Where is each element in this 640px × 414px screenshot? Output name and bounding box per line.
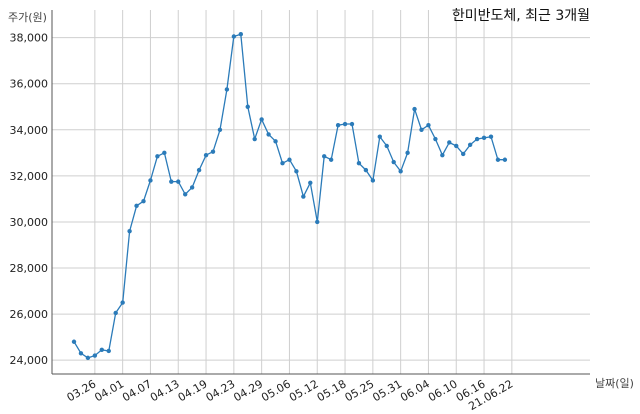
y-axis-label: 주가(원) xyxy=(8,11,47,24)
data-point xyxy=(433,136,438,142)
data-point xyxy=(78,351,84,356)
data-point xyxy=(328,157,334,162)
x-tick-label: 03.26 xyxy=(65,377,99,404)
data-point xyxy=(488,134,494,139)
data-point xyxy=(384,143,389,149)
x-tick-label: 05.18 xyxy=(315,377,349,404)
y-tick-label: 36,000 xyxy=(10,78,49,91)
data-point xyxy=(342,121,348,127)
y-tick-label: 28,000 xyxy=(10,262,49,275)
x-tick-label: 04.29 xyxy=(231,377,265,404)
axes xyxy=(51,10,590,375)
data-point xyxy=(412,106,417,112)
data-point xyxy=(391,159,396,165)
data-point xyxy=(322,154,327,159)
x-tick-label: 04.23 xyxy=(204,377,238,404)
data-point xyxy=(224,87,230,92)
y-tick-labels: 24,000 26,000 28,000 30,000 32,000 34,000 36,0… xyxy=(10,32,49,368)
data-point xyxy=(335,122,341,128)
data-point xyxy=(106,348,111,354)
data-point xyxy=(440,152,445,158)
data-point xyxy=(231,34,237,39)
grid xyxy=(52,10,590,374)
data-point xyxy=(266,132,271,137)
data-point xyxy=(252,136,257,142)
data-point xyxy=(287,157,292,162)
data-point xyxy=(134,203,139,209)
data-point xyxy=(308,180,313,185)
data-point xyxy=(447,140,452,145)
data-point xyxy=(85,355,91,361)
data-point xyxy=(419,127,424,132)
x-tick-label: 05.06 xyxy=(259,377,293,404)
data-point xyxy=(176,179,181,184)
y-tick-label: 30,000 xyxy=(10,216,49,229)
x-tick-label: 04.01 xyxy=(92,377,126,404)
data-point xyxy=(155,154,160,159)
data-point xyxy=(210,149,216,154)
data-point xyxy=(217,127,223,132)
data-point xyxy=(196,167,202,173)
data-point xyxy=(280,161,285,166)
data-point xyxy=(294,169,299,174)
y-tick-label: 24,000 xyxy=(10,354,49,367)
data-point xyxy=(127,228,132,234)
x-tick-labels: 03.2604.0104.0704.1304.1904.2304.2905.06… xyxy=(65,377,516,413)
data-point xyxy=(370,178,376,183)
data-point xyxy=(461,151,466,157)
chart-title: 한미반도체, 최근 3개월 xyxy=(452,8,590,24)
data-point xyxy=(189,185,195,190)
data-point xyxy=(377,134,382,139)
x-tick-label: 06.10 xyxy=(426,377,460,404)
data-point xyxy=(245,104,250,109)
data-point xyxy=(315,219,320,225)
x-tick-label: 04.07 xyxy=(120,377,154,404)
data-point xyxy=(169,179,174,184)
data-point xyxy=(148,178,153,183)
y-tick-label: 26,000 xyxy=(10,308,49,321)
data-point xyxy=(454,143,459,149)
x-tick-label: 05.25 xyxy=(343,377,377,404)
data-point xyxy=(273,139,278,144)
data-point xyxy=(502,157,508,162)
data-point xyxy=(481,135,487,141)
x-tick-label: 04.19 xyxy=(176,377,210,404)
data-point xyxy=(398,169,403,174)
x-tick-label: 05.31 xyxy=(370,377,404,404)
data-point xyxy=(405,150,410,156)
data-point xyxy=(113,310,118,316)
data-point xyxy=(467,142,473,147)
data-point xyxy=(162,150,167,156)
data-point xyxy=(141,199,146,204)
data-point xyxy=(120,300,125,305)
data-point xyxy=(474,136,480,142)
x-tick-label: 04.13 xyxy=(148,377,182,404)
data-point xyxy=(259,117,264,122)
data-point xyxy=(238,31,243,37)
data-point xyxy=(92,353,98,358)
data-point xyxy=(363,167,369,173)
data-point xyxy=(203,152,209,158)
data-point xyxy=(495,157,501,162)
data-point xyxy=(183,192,188,197)
data-point xyxy=(426,122,431,128)
data-point xyxy=(349,121,355,127)
x-axis-label: 날짜(일) xyxy=(595,376,634,390)
y-tick-label: 38,000 xyxy=(10,32,49,45)
series-group xyxy=(71,31,508,361)
y-tick-label: 34,000 xyxy=(10,124,49,137)
x-tick-label: 06.04 xyxy=(398,377,432,404)
data-point xyxy=(356,161,362,166)
data-point xyxy=(71,339,77,344)
x-tick-label: 05.12 xyxy=(287,377,321,404)
data-point xyxy=(301,194,306,199)
y-tick-label: 32,000 xyxy=(10,170,49,183)
data-point xyxy=(99,347,105,353)
